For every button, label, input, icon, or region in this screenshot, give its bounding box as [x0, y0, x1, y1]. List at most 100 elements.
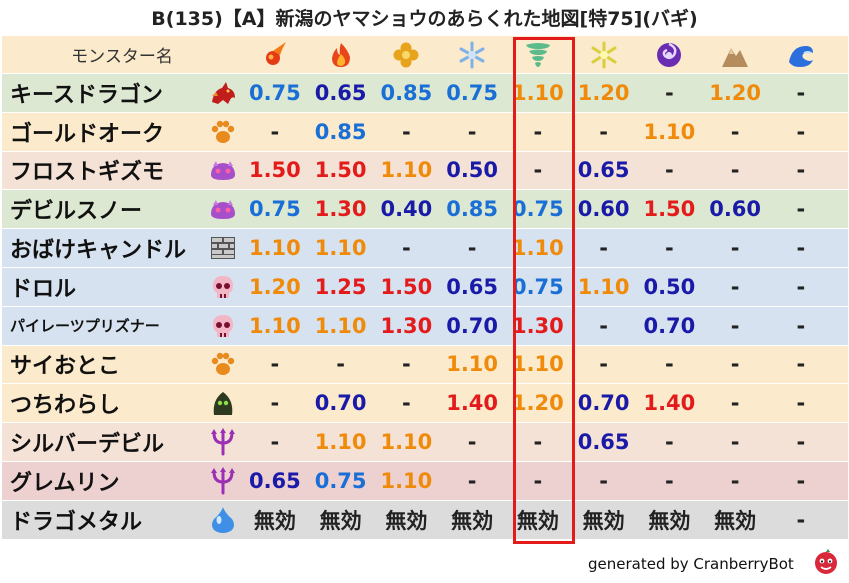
resistance-value: -	[665, 158, 674, 183]
resistance-value: 1.10	[314, 236, 367, 261]
beast-paw-icon	[208, 349, 238, 379]
monster-name: ドラゴメタル	[10, 509, 143, 535]
resistance-table: モンスター名 キースドラゴン 0.75 0.65 0.85 0.75 1.10 1.20 - 1…	[2, 36, 848, 540]
monster-name-cell: サイおとこ	[2, 346, 242, 384]
resistance-value: 0.65	[577, 158, 630, 183]
pink-skull-icon	[208, 272, 238, 302]
table-row: グレムリン 0.65 0.75 1.10 - - - - - -	[2, 461, 848, 501]
page-title: B(135)【A】新潟のヤマショウのあらくれた地図[特75](バギ)	[151, 8, 698, 30]
resistance-value: -	[796, 352, 806, 377]
resistance-value: 1.40	[643, 391, 696, 416]
monster-name-cell: デビルスノー	[2, 190, 242, 228]
resistance-value: -	[533, 158, 543, 183]
resistance-value: 1.30	[511, 313, 564, 338]
monster-name: グレムリン	[10, 470, 120, 496]
resistance-value: 0.70	[314, 391, 367, 416]
table-row: デビルスノー 0.75 1.30 0.40 0.85 0.75 0.60 1.50 0.60 -	[2, 190, 848, 230]
dark-swirl-icon	[657, 42, 682, 67]
monster-name: パイレーツプリズナー	[10, 317, 160, 336]
resistance-value: -	[402, 119, 411, 144]
resistance-value: 0.50	[446, 158, 499, 183]
resistance-value: 1.10	[511, 80, 564, 105]
resistance-value: 無効	[253, 508, 296, 533]
resistance-value: 0.75	[446, 80, 499, 105]
resistance-value: -	[796, 391, 806, 416]
table-row: ドラゴメタル 無効 無効 無効 無効 無効 無効 無効 無効 -	[2, 500, 848, 540]
monster-name-cell: つちわらし	[2, 384, 242, 422]
resistance-value: -	[270, 352, 280, 377]
resistance-value: 0.60	[577, 197, 630, 222]
resistance-value: -	[599, 313, 608, 338]
resistance-value: 0.65	[248, 468, 301, 493]
monster-name: ゴールドオーク	[10, 121, 165, 147]
resistance-value: 1.20	[511, 391, 564, 416]
monster-name: デビルスノー	[10, 199, 143, 225]
resistance-value: -	[730, 352, 740, 377]
resistance-value: -	[533, 119, 543, 144]
resistance-value: -	[730, 391, 740, 416]
pink-skull-icon	[208, 311, 238, 341]
resistance-value: -	[533, 468, 543, 493]
monster-name: おばけキャンドル	[10, 238, 187, 264]
column-highlight-frame	[513, 37, 575, 544]
column-header-3	[374, 36, 440, 73]
resistance-value: -	[402, 391, 411, 416]
resistance-value: 1.30	[380, 313, 433, 338]
resistance-value: 1.20	[577, 80, 630, 105]
purple-slime-icon	[208, 155, 238, 185]
fire-ball-icon	[265, 41, 286, 65]
resistance-value: 1.10	[380, 430, 433, 455]
resistance-value: 0.65	[577, 430, 630, 455]
purple-slime-icon	[208, 194, 238, 224]
resistance-value: 0.40	[380, 197, 433, 222]
resistance-value: -	[796, 430, 806, 455]
monster-name-cell: ドラゴメタル	[2, 501, 242, 539]
table-row: ドロル 1.20 1.25 1.50 0.65 0.75 1.10 0.50 - -	[2, 267, 848, 307]
monster-name-cell: パイレーツプリズナー	[2, 307, 242, 345]
rock-mountain-icon	[722, 47, 749, 67]
monster-name: ドロル	[10, 276, 77, 302]
resistance-value: -	[730, 468, 740, 493]
monster-name-header: モンスター名	[71, 47, 173, 67]
resistance-value: -	[402, 352, 411, 377]
monster-name-cell: キースドラゴン	[2, 74, 242, 112]
resistance-value: 0.70	[577, 391, 630, 416]
table-row: パイレーツプリズナー 1.10 1.10 1.30 0.70 1.30 - 0.70 - -	[2, 306, 848, 346]
resistance-value: 0.75	[314, 468, 367, 493]
table-row: シルバーデビル - 1.10 1.10 - - 0.65 - - -	[2, 423, 848, 462]
resistance-value: 1.10	[577, 274, 630, 299]
table-row: キースドラゴン 0.75 0.65 0.85 0.75 1.10 1.20 - 1.20 -	[2, 74, 848, 113]
resistance-value: -	[796, 119, 806, 144]
flame-icon	[331, 42, 350, 67]
resistance-value: 0.75	[248, 197, 301, 222]
resistance-value: -	[730, 119, 740, 144]
resistance-value: 0.75	[511, 274, 564, 299]
resistance-value: -	[533, 430, 543, 455]
resistance-value: 無効	[714, 508, 757, 533]
resistance-value: 1.50	[248, 158, 301, 183]
resistance-value: 0.85	[446, 197, 499, 222]
monster-name-cell: おばけキャンドル	[2, 229, 242, 267]
beast-paw-icon	[208, 117, 238, 147]
monster-name: サイおとこ	[10, 354, 121, 380]
resistance-value: -	[665, 352, 674, 377]
resistance-value: 無効	[648, 508, 691, 533]
table-header-row: モンスター名	[2, 36, 848, 74]
resistance-value: -	[270, 119, 280, 144]
resistance-value: -	[796, 197, 806, 222]
resistance-value: -	[665, 430, 674, 455]
resistance-value: 0.70	[446, 313, 499, 338]
resistance-value: -	[665, 80, 674, 105]
table-row: ゴールドオーク - 0.85 - - - - 1.10 - -	[2, 112, 848, 152]
resistance-value: -	[796, 158, 806, 183]
resistance-value: -	[599, 236, 608, 261]
monster-name-cell: ドロル	[2, 268, 242, 306]
resistance-value: 無効	[385, 508, 428, 533]
column-header-8	[702, 36, 768, 73]
column-header-7	[637, 36, 703, 73]
resistance-value: 1.10	[643, 119, 696, 144]
table-row: おばけキャンドル 1.10 1.10 - - 1.10 - - - -	[2, 229, 848, 268]
purple-trident-icon	[208, 427, 238, 457]
resistance-value: 1.30	[314, 197, 367, 222]
resistance-value: 1.10	[314, 430, 367, 455]
